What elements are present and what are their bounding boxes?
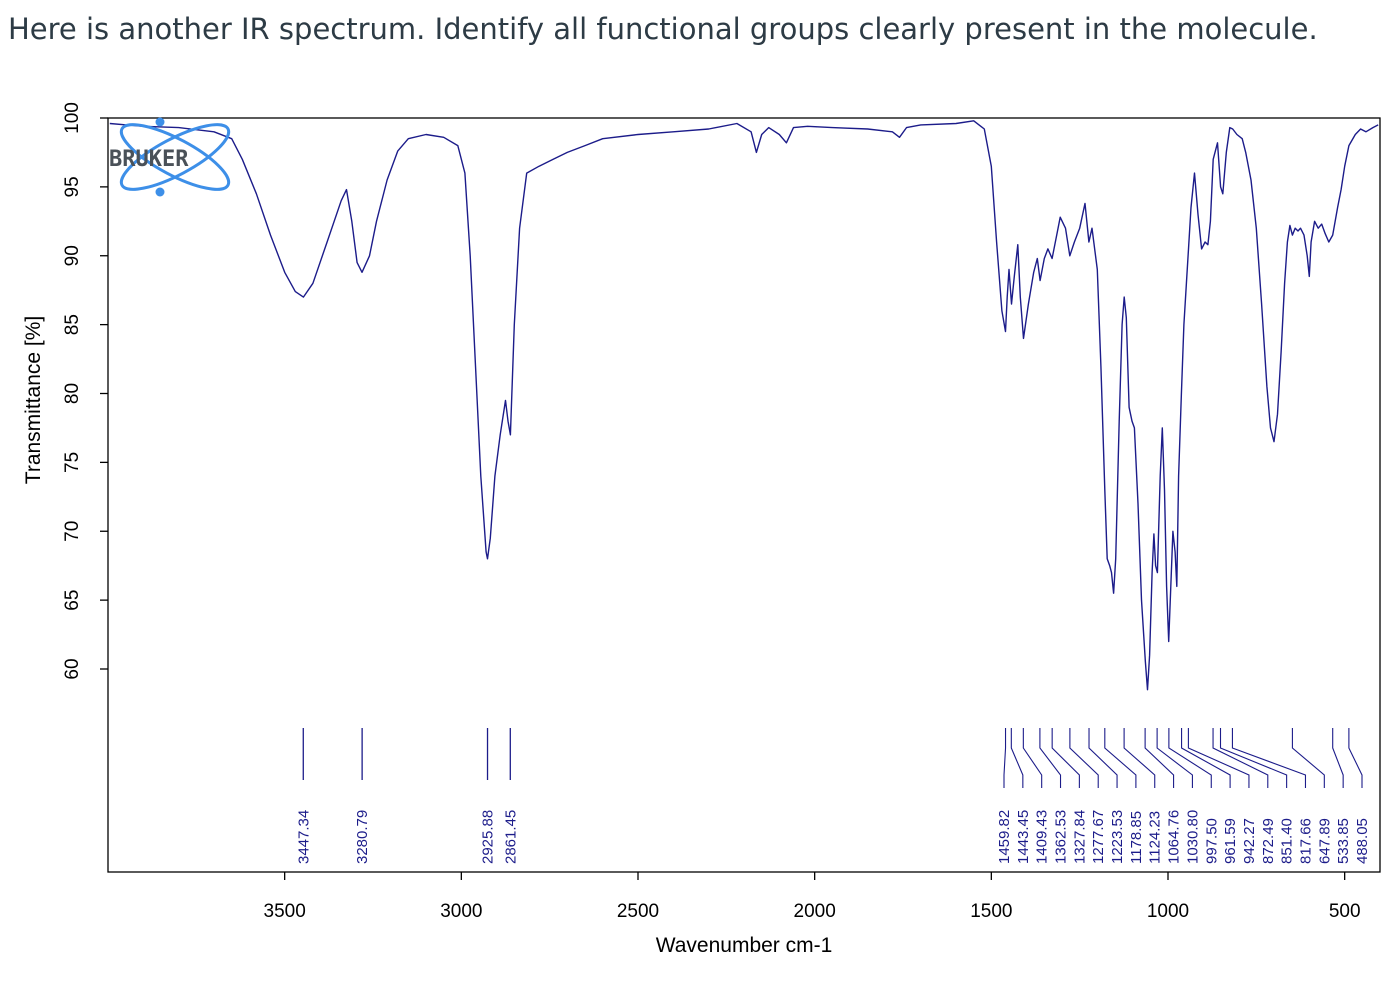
- peak-marker: [1069, 728, 1099, 788]
- peak-label: 961.59: [1222, 818, 1239, 864]
- peak-marker: [1156, 728, 1193, 788]
- y-tick-label: 100: [62, 102, 83, 134]
- peak-marker: [1168, 728, 1212, 788]
- peak-label: 1327.84: [1071, 810, 1088, 864]
- peak-label: 2861.45: [502, 810, 519, 864]
- x-tick-label: 1000: [1147, 901, 1189, 922]
- peak-marker: [1212, 728, 1269, 788]
- peak-marker: [1332, 728, 1344, 788]
- peak-label: 1277.67: [1090, 810, 1107, 864]
- peak-label: 3280.79: [354, 810, 371, 864]
- peak-label: 2925.88: [480, 810, 497, 864]
- peak-marker: [1022, 728, 1043, 788]
- peak-label: 3447.34: [295, 810, 312, 864]
- peak-marker: [1219, 728, 1288, 788]
- peak-label: 533.85: [1335, 818, 1352, 864]
- peak-label: 872.49: [1260, 818, 1277, 864]
- peak-label: 1459.82: [996, 810, 1013, 864]
- peak-marker: [1051, 728, 1080, 788]
- x-tick-label: 500: [1329, 901, 1361, 922]
- x-axis: 3500 3000 2500 2000 1500 1000 500: [264, 872, 1361, 922]
- y-tick-label: 90: [62, 245, 83, 266]
- peak-marker: [1187, 728, 1250, 788]
- peak-labels: 3447.34 3280.79 2925.88 2861.45 1459.82 1443.…: [295, 728, 1371, 864]
- y-axis: 60 65 70 75 80 85 90 95 100: [62, 102, 108, 680]
- peak-marker: [1231, 728, 1307, 788]
- x-axis-label: Wavenumber cm-1: [656, 934, 833, 957]
- x-tick-label: 3000: [440, 901, 482, 922]
- peak-marker: [1104, 728, 1137, 788]
- peak-label: 1064.76: [1166, 810, 1183, 864]
- peak-label: 1223.53: [1109, 810, 1126, 864]
- peak-marker: [1144, 728, 1175, 788]
- y-tick-label: 70: [62, 521, 83, 542]
- peak-marker: [1291, 728, 1325, 788]
- y-axis-label: Transmittance [%]: [22, 316, 45, 484]
- y-tick-label: 80: [62, 383, 83, 404]
- peak-marker: [1088, 728, 1118, 788]
- peak-label: 1030.80: [1184, 810, 1201, 864]
- logo-text: BRUKER: [109, 147, 189, 172]
- peak-label: 1409.43: [1034, 810, 1051, 864]
- peak-marker: [1010, 728, 1024, 788]
- peak-marker: [1348, 728, 1363, 788]
- peak-label: 851.40: [1279, 818, 1296, 864]
- peak-marker: [1123, 728, 1156, 788]
- peak-label: 817.66: [1297, 818, 1314, 864]
- peak-label: 1443.45: [1015, 810, 1032, 864]
- x-tick-label: 2500: [617, 901, 659, 922]
- peak-label: 1124.23: [1147, 811, 1164, 864]
- y-tick-label: 85: [62, 314, 83, 335]
- spectrum-line: [109, 120, 1379, 691]
- plot-frame: [107, 117, 1381, 873]
- peak-marker: [1039, 728, 1062, 788]
- atom-icon: [119, 117, 231, 197]
- peak-label: 1178.85: [1128, 811, 1145, 864]
- peak-label: 997.50: [1203, 818, 1220, 864]
- peak-marker: [1181, 728, 1231, 788]
- peak-marker: [1003, 728, 1007, 788]
- peak-label: 942.27: [1241, 818, 1258, 864]
- peak-label: 488.05: [1354, 818, 1371, 864]
- y-tick-label: 75: [62, 452, 83, 473]
- question-text: Here is another IR spectrum. Identify al…: [8, 12, 1318, 46]
- y-tick-label: 60: [62, 658, 83, 679]
- bruker-logo: BRUKER: [109, 117, 231, 197]
- peak-label: 1362.53: [1053, 810, 1070, 864]
- y-tick-label: 95: [62, 176, 83, 197]
- peak-label: 647.89: [1316, 818, 1333, 864]
- x-tick-label: 2000: [794, 901, 836, 922]
- x-tick-label: 1500: [970, 901, 1012, 922]
- y-tick-label: 65: [62, 590, 83, 611]
- x-tick-label: 3500: [264, 901, 306, 922]
